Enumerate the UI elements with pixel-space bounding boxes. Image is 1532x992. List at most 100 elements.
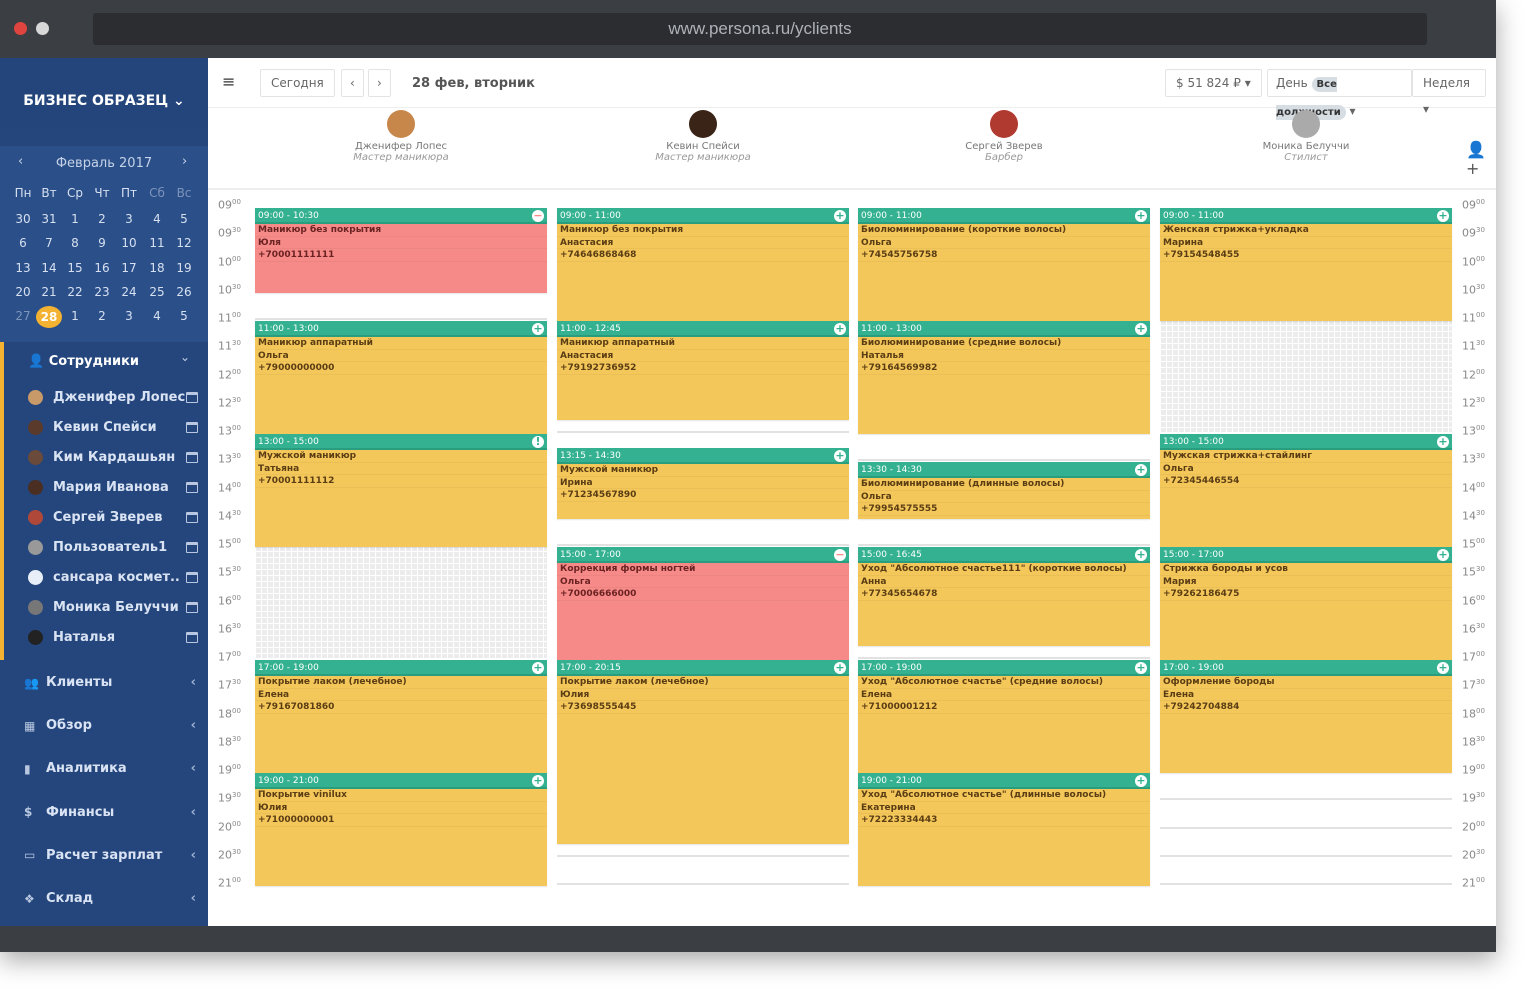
calendar-day[interactable]: 24	[121, 284, 137, 299]
staff-column-header[interactable]: Моника Белуччи Стилист	[1206, 110, 1406, 163]
sidebar-item[interactable]: ▮ Аналитика ‹	[24, 761, 196, 776]
plus-circle-icon[interactable]: +	[834, 449, 846, 463]
prev-month-icon[interactable]: ‹	[18, 154, 24, 169]
sidebar-employee[interactable]: Мария Иванова	[28, 477, 204, 497]
appointment-card[interactable]: 15:00 - 17:00 − Коррекция формы ногтей Ольг…	[557, 547, 849, 660]
appointment-card[interactable]: 09:00 - 11:00 + Биолюминирование (короткие…	[858, 208, 1150, 321]
appointment-card[interactable]: 17:00 - 19:00 + Покрытие лаком (лечебное) Е…	[255, 660, 547, 773]
empty-slot[interactable]	[557, 544, 849, 546]
appointment-card[interactable]: 09:00 - 10:30 − Маникюр без покрытия Юля +70…	[255, 208, 547, 293]
calendar-icon[interactable]	[186, 481, 198, 493]
exclamation-circle-icon[interactable]: !	[532, 436, 544, 448]
plus-circle-icon[interactable]: +	[1135, 322, 1147, 335]
sidebar-item[interactable]: ▭ Расчет зарплат ‹	[24, 848, 196, 863]
appointment-card[interactable]: 13:15 - 14:30 + Мужской маникюр Ирина +71234…	[557, 448, 849, 519]
next-day-button[interactable]: ›	[368, 69, 391, 97]
plus-circle-icon[interactable]: +	[1437, 435, 1449, 448]
sidebar-employee[interactable]: Моника Белуччи	[28, 597, 204, 617]
calendar-day[interactable]: 26	[176, 284, 192, 299]
sidebar-employee[interactable]: Дженифер Лопес	[28, 387, 204, 407]
minimize-window-icon[interactable]	[36, 22, 49, 35]
empty-slot[interactable]	[858, 544, 1150, 546]
calendar-day[interactable]: 13	[15, 260, 31, 275]
calendar-day[interactable]: 27	[15, 309, 31, 324]
appointment-card[interactable]: 13:00 - 15:00! Мужской маникюр Татьяна +700…	[255, 434, 547, 547]
empty-slot[interactable]	[1160, 854, 1452, 857]
calendar-day[interactable]: 3	[125, 309, 133, 324]
plus-circle-icon[interactable]: +	[532, 661, 544, 674]
calendar-day[interactable]: 22	[67, 284, 83, 299]
sidebar-item[interactable]: ▦ Обзор ‹	[24, 718, 196, 733]
plus-circle-icon[interactable]: +	[1135, 463, 1147, 477]
plus-circle-icon[interactable]: +	[834, 322, 846, 335]
empty-slot[interactable]	[557, 883, 849, 885]
hamburger-menu-icon[interactable]: ≡	[222, 72, 236, 91]
prev-day-button[interactable]: ‹	[341, 69, 364, 97]
staff-column-header[interactable]: Дженифер Лопес Мастер маникюра	[301, 110, 501, 163]
empty-slot[interactable]	[858, 459, 1150, 462]
plus-circle-icon[interactable]: +	[1135, 209, 1147, 222]
sidebar-employee[interactable]: сансара космет..	[28, 567, 204, 587]
calendar-day[interactable]: 25	[149, 284, 165, 299]
appointment-card[interactable]: 09:00 - 11:00 + Маникюр без покрытия Анаста…	[557, 208, 849, 321]
plus-circle-icon[interactable]: +	[1135, 774, 1147, 787]
address-bar[interactable]: www.persona.ru/yclients	[93, 13, 1427, 45]
close-window-icon[interactable]	[14, 22, 27, 35]
appointment-card[interactable]: 15:00 - 17:00 + Стрижка бороды и усов Мария…	[1160, 547, 1452, 660]
calendar-day[interactable]: 5	[180, 212, 188, 226]
calendar-day[interactable]: 12	[176, 236, 192, 251]
calendar-icon[interactable]	[186, 421, 198, 433]
appointment-card[interactable]: 11:00 - 13:00 + Маникюр аппаратный Ольга +79…	[255, 321, 547, 434]
empty-slot[interactable]	[255, 318, 547, 320]
calendar-icon[interactable]	[186, 511, 198, 523]
appointment-card[interactable]: 17:00 - 20:15 + Покрытие лаком (лечебное) Ю…	[557, 660, 849, 844]
calendar-day[interactable]: 30	[15, 212, 31, 226]
calendar-day[interactable]: 16	[94, 260, 110, 275]
calendar-day[interactable]: 20	[15, 284, 31, 299]
appointment-card[interactable]: 19:00 - 21:00 + Покрытие vinilux Юлия +71000…	[255, 773, 547, 886]
plus-circle-icon[interactable]: +	[1437, 209, 1449, 222]
sidebar-employee[interactable]: Ким Кардашьян	[28, 447, 204, 467]
appointment-card[interactable]: 17:00 - 19:00 + Оформление бороды Елена +792…	[1160, 660, 1452, 773]
plus-circle-icon[interactable]: +	[1437, 661, 1449, 674]
empty-slot[interactable]	[1160, 798, 1452, 801]
appointment-card[interactable]: 19:00 - 21:00 + Уход "Абсолютное счастье" …	[858, 773, 1150, 886]
calendar-day[interactable]: 21	[41, 284, 57, 299]
calendar-day-selected[interactable]: 28	[36, 306, 62, 329]
plus-circle-icon[interactable]: +	[834, 209, 846, 222]
calendar-day[interactable]: 5	[180, 309, 188, 324]
chevron-down-icon[interactable]: ⌄	[180, 350, 191, 364]
plus-circle-icon[interactable]: +	[1437, 548, 1449, 561]
calendar-day[interactable]: 7	[45, 236, 53, 251]
calendar-day[interactable]: 14	[41, 260, 57, 275]
appointment-card[interactable]: 11:00 - 12:45 + Маникюр аппаратный Анастаси…	[557, 321, 849, 420]
sidebar-item[interactable]: $ Финансы ‹	[24, 805, 196, 820]
plus-circle-icon[interactable]: +	[532, 774, 544, 787]
plus-circle-icon[interactable]: +	[532, 322, 544, 335]
revenue-dropdown[interactable]: $ 51 824 ₽ ▾	[1165, 69, 1262, 97]
calendar-day[interactable]: 4	[153, 212, 161, 226]
appointment-card[interactable]: 11:00 - 13:00 + Биолюминирование (средние …	[858, 321, 1150, 434]
empty-slot[interactable]	[858, 657, 1150, 659]
staff-column-header[interactable]: Кевин Спейси Мастер маникюра	[603, 110, 803, 163]
appointment-card[interactable]: 15:00 - 16:45 + Уход "Абсолютное счастье11…	[858, 547, 1150, 646]
calendar-icon[interactable]	[186, 451, 198, 463]
week-view-dropdown[interactable]: Неделя ▾	[1412, 69, 1486, 116]
sidebar-employee[interactable]: Сергей Зверев	[28, 507, 204, 527]
sidebar-item[interactable]: 👥 Клиенты ‹	[24, 675, 196, 690]
calendar-icon[interactable]	[186, 631, 198, 643]
day-view-dropdown[interactable]: День Все должности ▾	[1267, 69, 1412, 120]
staff-section-header[interactable]: 👤 Сотрудники	[28, 354, 139, 369]
sidebar-employee[interactable]: Кевин Спейси	[28, 417, 204, 437]
empty-slot[interactable]	[557, 431, 849, 433]
empty-slot[interactable]	[557, 854, 849, 857]
calendar-day[interactable]: 8	[71, 236, 79, 251]
next-month-icon[interactable]: ›	[182, 154, 188, 169]
empty-slot[interactable]	[1160, 826, 1452, 829]
plus-circle-icon[interactable]: +	[1135, 548, 1147, 561]
calendar-icon[interactable]	[186, 601, 198, 613]
calendar-day[interactable]: 3	[125, 212, 133, 226]
calendar-day[interactable]: 23	[94, 284, 110, 299]
business-selector[interactable]: БИЗНЕС ОБРАЗЕЦ ⌄	[0, 58, 208, 128]
today-button[interactable]: Сегодня	[260, 69, 335, 97]
